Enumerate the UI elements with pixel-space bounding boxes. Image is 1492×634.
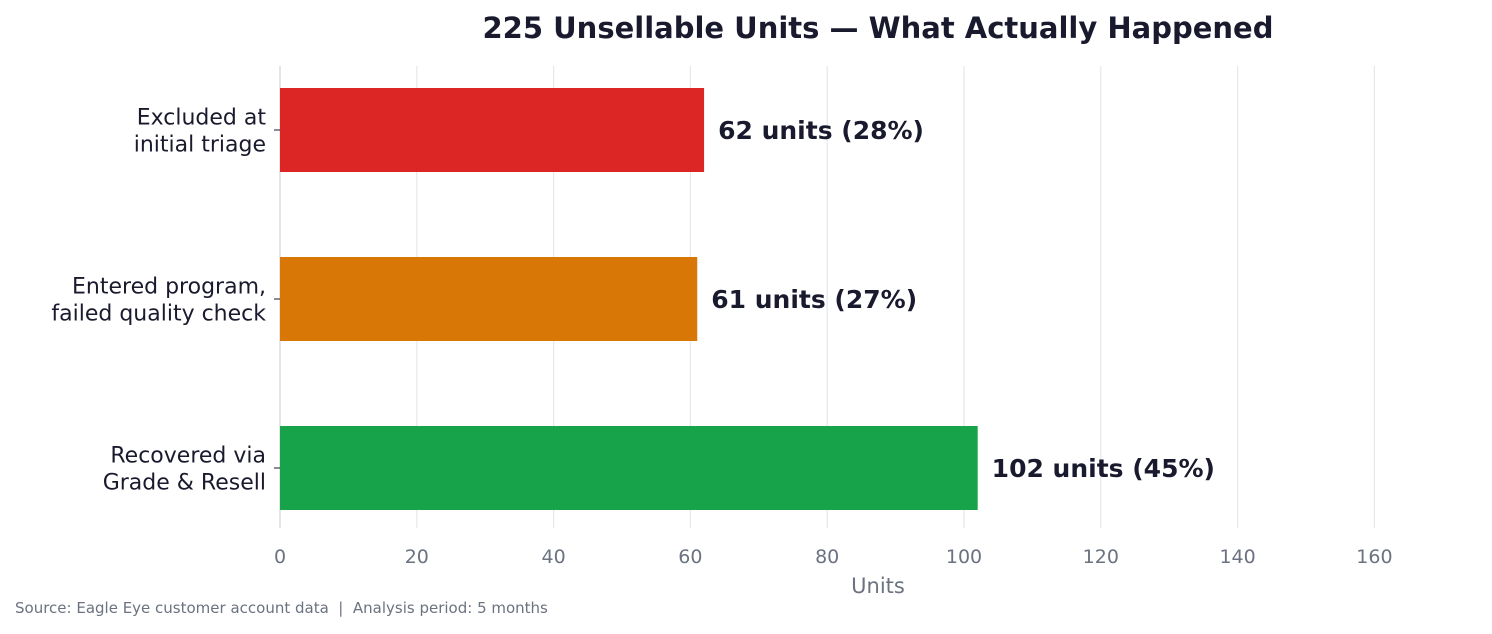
x-tick-label: 60 [678, 546, 702, 568]
x-tick-label: 40 [542, 546, 566, 568]
x-tick-label: 120 [1083, 546, 1119, 568]
category-label: Recovered via Grade & Resell [103, 444, 266, 496]
x-tick-label: 140 [1219, 546, 1255, 568]
data-label: 61 units (27%) [711, 285, 917, 314]
bar [280, 426, 978, 510]
x-tick-label: 160 [1356, 546, 1392, 568]
labels: 0 20 40 60 80 100 120 140 160 Excluded at initial … [51, 106, 1392, 569]
data-label: 102 units (45%) [992, 454, 1215, 483]
x-tick-label: 20 [405, 546, 429, 568]
category-label: Excluded at initial triage [134, 106, 267, 158]
x-tick-label: 100 [946, 546, 982, 568]
x-tick-label: 80 [815, 546, 839, 568]
bar [280, 257, 698, 341]
bar [280, 88, 705, 172]
source-note: Source: Eagle Eye customer account data … [15, 599, 548, 617]
chart-title: 225 Unsellable Units — What Actually Hap… [483, 11, 1274, 45]
category-label: Entered program, failed quality check [51, 275, 266, 327]
bars [280, 88, 978, 510]
x-axis-label: Units [851, 574, 905, 598]
data-label: 62 units (28%) [718, 116, 924, 145]
x-tick-label: 0 [274, 546, 286, 568]
